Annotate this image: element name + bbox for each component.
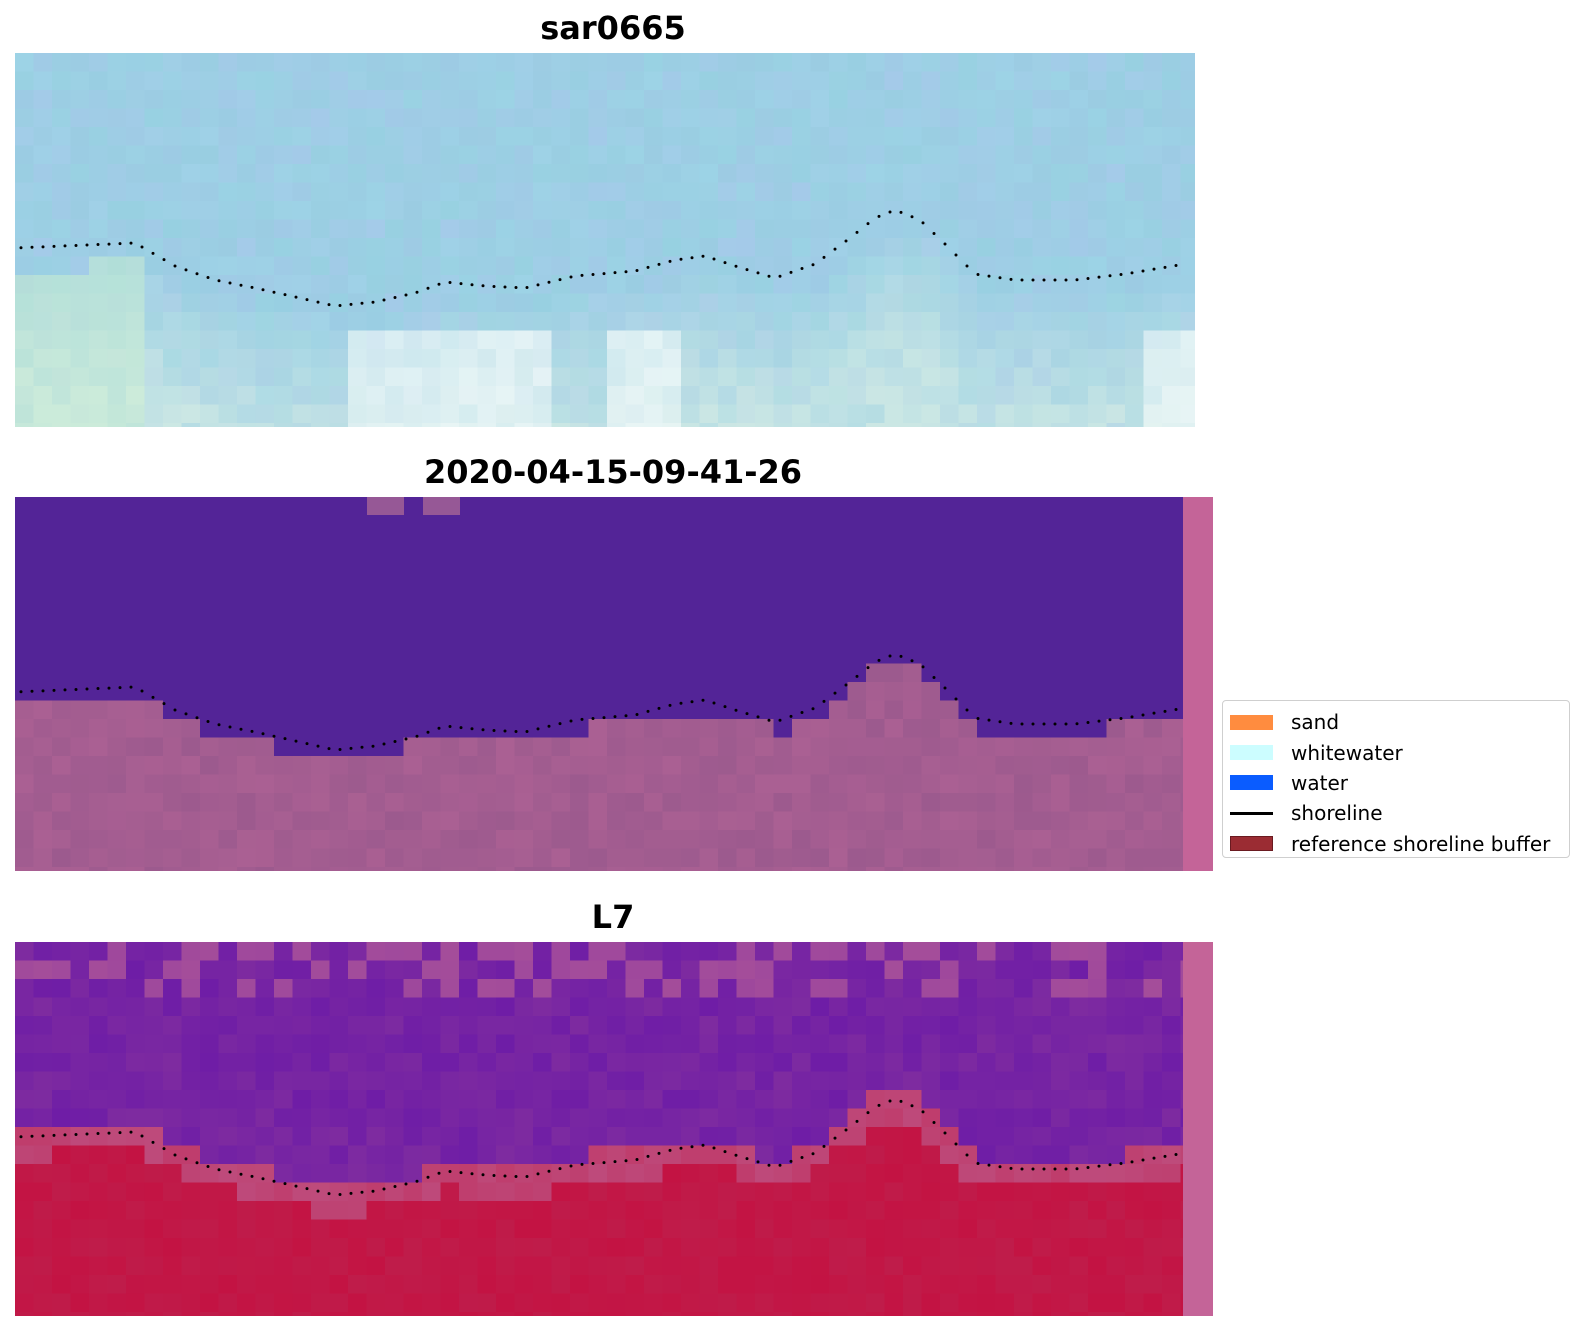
legend-item-shoreline: shoreline — [1230, 798, 1569, 828]
whitewater-swatch — [1230, 745, 1273, 761]
panel-title-date: 2020-04-15-09-41-26 — [423, 453, 803, 491]
legend-item-buffer: reference shoreline buffer — [1230, 829, 1569, 859]
classified-pixels — [15, 497, 1200, 871]
sar-composite-image — [15, 53, 1195, 427]
legend-label-shoreline: shoreline — [1291, 801, 1383, 826]
shoreline-dots — [19, 654, 1178, 751]
edge-strip — [1183, 942, 1213, 1316]
legend-label-buffer: reference shoreline buffer — [1291, 831, 1551, 856]
panel-title-sensor: L7 — [591, 898, 635, 936]
noise-patch — [367, 497, 404, 515]
noise-patch — [423, 497, 460, 515]
buffer-swatch — [1230, 836, 1273, 852]
legend-label-whitewater: whitewater — [1291, 740, 1403, 765]
legend: sand whitewater water shoreline referenc… — [1222, 700, 1570, 858]
legend-label-sand: sand — [1291, 710, 1340, 735]
edge-strip — [1183, 497, 1213, 871]
sand-swatch — [1230, 714, 1273, 730]
landsat-index-image — [15, 942, 1213, 1316]
shoreline-line-icon — [1230, 811, 1273, 815]
sar-pixels — [15, 53, 1195, 427]
panel-title-sar: sar0665 — [540, 9, 686, 47]
legend-item-whitewater: whitewater — [1230, 737, 1569, 767]
sar-image-panel — [15, 53, 1195, 427]
water-swatch — [1230, 775, 1273, 791]
shoreline-dots — [19, 210, 1178, 307]
index-pixels — [15, 942, 1200, 1316]
legend-label-water: water — [1291, 770, 1348, 795]
shoreline-dots — [19, 1099, 1178, 1196]
classified-image — [15, 497, 1213, 871]
index-image-panel — [15, 942, 1213, 1316]
classified-image-panel — [15, 497, 1213, 871]
legend-item-sand: sand — [1230, 707, 1569, 737]
legend-item-water: water — [1230, 768, 1569, 798]
